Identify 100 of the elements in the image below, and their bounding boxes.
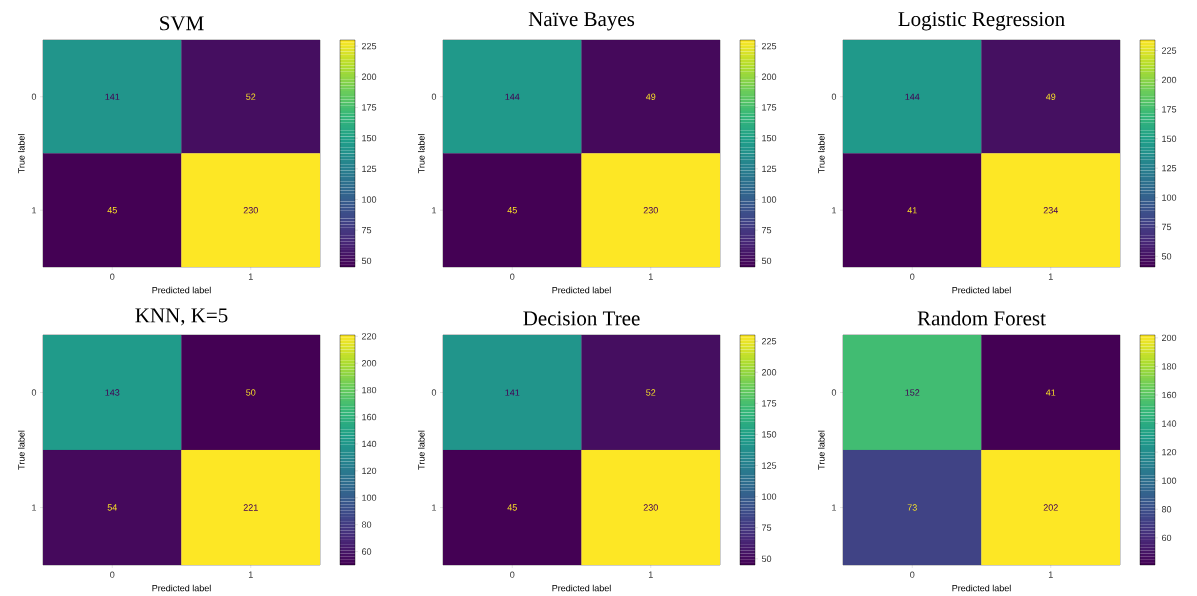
y-tick-label: 1 [832,207,837,214]
color-bar-label: 100 [1162,477,1177,484]
color-bar-label: 175 [762,400,777,407]
color-bar-label: 80 [361,521,372,528]
x-tick-label: 0 [110,571,115,578]
color-bar-label: 120 [362,467,377,475]
x-tick-label: 1 [248,273,253,280]
color-bar-label: 150 [1162,135,1177,142]
color-bar-label: 75 [1161,223,1172,231]
data-label: 230 [643,504,658,511]
color-bar-label: 50 [1161,253,1172,260]
x-tick-label: 0 [910,273,915,280]
x-axis-title: Predicted label [952,584,1011,592]
y-tick-label: 0 [831,389,837,396]
color-bar-label: 60 [362,548,372,555]
chart-title: Decision Tree [523,311,640,326]
y-tick-label: 0 [431,389,437,396]
chart-title: SVM [160,16,204,31]
y-tick-label: 1 [832,504,837,511]
color-bar-label: 50 [361,257,372,265]
color-bar-label: 75 [362,227,372,234]
color-bar-label: 175 [362,104,377,111]
chart-title: Random Forest [917,310,1046,326]
x-tick-label: 1 [648,273,653,280]
color-bar-label: 50 [761,257,772,265]
y-tick-label: 0 [31,93,37,100]
color-bar-label: 125 [362,165,377,173]
color-bar-label: 220 [362,333,377,340]
data-label: 54 [107,504,117,511]
x-axis-title: Predicted label [552,286,611,294]
chart-title: Logistic Regression [898,12,1065,31]
x-tick-label: 0 [110,273,115,280]
data-label: 45 [107,207,117,214]
x-tick-label: 1 [1048,273,1053,280]
x-tick-label: 0 [910,571,915,578]
data-label: 41 [1045,389,1056,396]
color-bar-label: 225 [761,42,777,50]
data-label: 141 [505,389,520,396]
data-label: 202 [1043,504,1058,511]
y-tick-label: 1 [32,207,37,214]
color-bar-label: 100 [362,494,377,501]
color-bar-label: 175 [1162,106,1177,113]
y-axis-title: True label [417,430,425,470]
data-label: 230 [643,207,658,214]
color-bar-label: 75 [761,524,772,531]
color-bar-label: 75 [761,227,772,234]
color-bar-label: 125 [1162,165,1177,172]
color-bar-label: 200 [1161,76,1177,84]
data-label: 52 [646,389,656,396]
color-bar-label: 200 [761,369,777,376]
y-tick-label: 0 [31,389,37,396]
color-bar-label: 225 [1161,47,1177,54]
color-bar-label: 150 [762,134,777,142]
color-bar-label: 120 [1162,448,1177,456]
color-bar-label: 125 [762,462,777,469]
color-bar-label: 200 [761,73,777,80]
y-axis-title: True label [817,134,825,174]
color-bar-label: 100 [762,493,777,500]
x-tick-label: 1 [1048,571,1053,578]
color-bar-label: 50 [761,555,772,562]
data-label: 50 [246,389,256,396]
y-axis-title: True label [417,134,425,174]
x-axis-title: Predicted label [952,286,1011,294]
y-axis-title: True label [817,430,825,470]
color-bar-label: 60 [1161,534,1172,542]
y-axis-title: True label [18,430,25,470]
color-bar-label: 100 [762,196,777,203]
color-bar-label: 160 [1162,391,1177,399]
x-tick-label: 1 [648,571,653,578]
color-bar-label: 125 [762,165,777,173]
y-tick-label: 0 [831,93,837,100]
data-label: 45 [507,504,517,511]
x-tick-label: 1 [248,571,253,578]
color-bar-label: 150 [762,431,777,438]
x-tick-label: 0 [510,571,515,578]
data-label: 221 [243,504,258,511]
color-bar-label: 140 [1162,420,1177,427]
color-bar-label: 160 [362,413,377,421]
color-bar-label: 175 [762,104,777,111]
chart-title: Naïve Bayes [528,12,635,31]
color-bar-label: 150 [362,134,377,142]
x-axis-title: Predicted label [152,286,211,294]
color-bar-label: 225 [761,338,777,345]
color-bar-label: 180 [362,386,377,394]
color-bar-label: 180 [1162,363,1177,370]
color-bar-label: 140 [362,440,377,448]
data-label: 143 [105,389,120,396]
data-label: 141 [105,93,120,100]
color-bar-label: 80 [1161,506,1172,513]
x-axis-title: Predicted label [152,584,211,592]
color-bar-label: 200 [362,360,377,367]
y-axis-title: True label [17,134,25,174]
data-label: 230 [243,207,258,214]
color-bar-label: 100 [362,196,377,203]
data-label: 45 [507,207,517,214]
y-tick-label: 1 [432,504,437,511]
color-bar-label: 225 [362,42,377,50]
color-bar-label: 100 [1162,194,1177,201]
y-tick-label: 1 [432,207,437,214]
y-tick-label: 0 [431,93,437,100]
